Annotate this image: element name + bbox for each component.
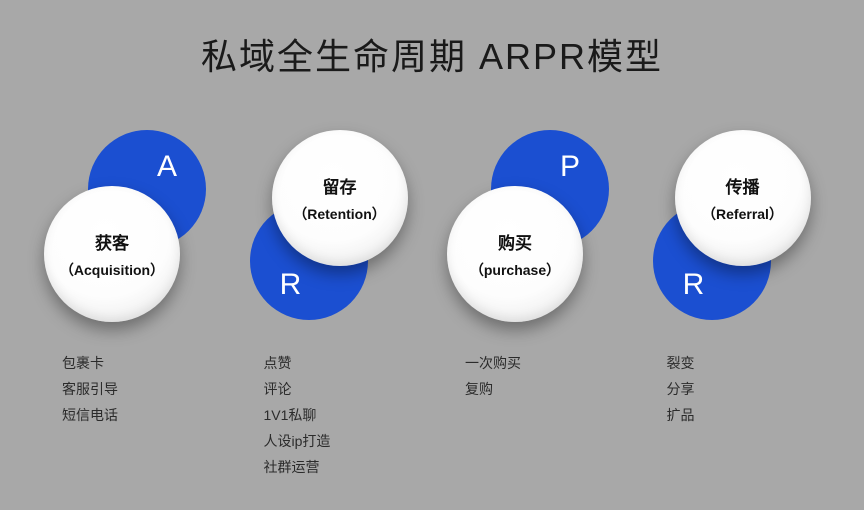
stage-subtitle: （Referral） [702,204,783,224]
stage-bullets: 裂变分享扩品 [667,350,695,428]
bullet-item: 一次购买 [465,350,521,376]
bullet-item: 客服引导 [62,376,118,402]
stage-title: 购买 [498,229,532,254]
stage-letter: A [157,150,177,184]
stage-letter: P [560,150,580,184]
stage-subtitle: （purchase） [470,260,560,280]
stage-0: A 获客 （Acquisition） 包裹卡客服引导短信电话 [50,130,210,510]
stage-bullets: 点赞评论1V1私聊人设ip打造社群运营 [264,350,331,480]
stage-bullets: 包裹卡客服引导短信电话 [62,350,118,428]
white-circle: 获客 （Acquisition） [44,186,180,322]
stages-row: A 获客 （Acquisition） 包裹卡客服引导短信电话 R 留存 （Retention… [0,130,864,510]
bullet-item: 社群运营 [264,454,331,480]
stage-title: 获客 [95,229,129,254]
stage-subtitle: （Acquisition） [60,260,164,280]
bullet-item: 包裹卡 [62,350,118,376]
stage-2: P 购买 （purchase） 一次购买复购 [453,130,613,510]
white-circle: 购买 （purchase） [447,186,583,322]
stage-3: R 传播 （Referral） 裂变分享扩品 [655,130,815,510]
stage-letter: R [683,268,705,302]
stage-bullets: 一次购买复购 [465,350,521,402]
white-circle: 留存 （Retention） [272,130,408,266]
stage-1: R 留存 （Retention） 点赞评论1V1私聊人设ip打造社群运营 [252,130,412,510]
bullet-item: 人设ip打造 [264,428,331,454]
page-title: 私域全生命周期 ARPR模型 [0,28,864,80]
stage-subtitle: （Retention） [293,204,386,224]
bullet-item: 裂变 [667,350,695,376]
stage-title: 传播 [726,173,760,198]
bullet-item: 分享 [667,376,695,402]
stage-letter: R [280,268,302,302]
bullet-item: 复购 [465,376,521,402]
stage-title: 留存 [323,173,357,198]
bullet-item: 评论 [264,376,331,402]
bullet-item: 扩品 [667,402,695,428]
bullet-item: 短信电话 [62,402,118,428]
bullet-item: 点赞 [264,350,331,376]
bullet-item: 1V1私聊 [264,402,331,428]
white-circle: 传播 （Referral） [675,130,811,266]
